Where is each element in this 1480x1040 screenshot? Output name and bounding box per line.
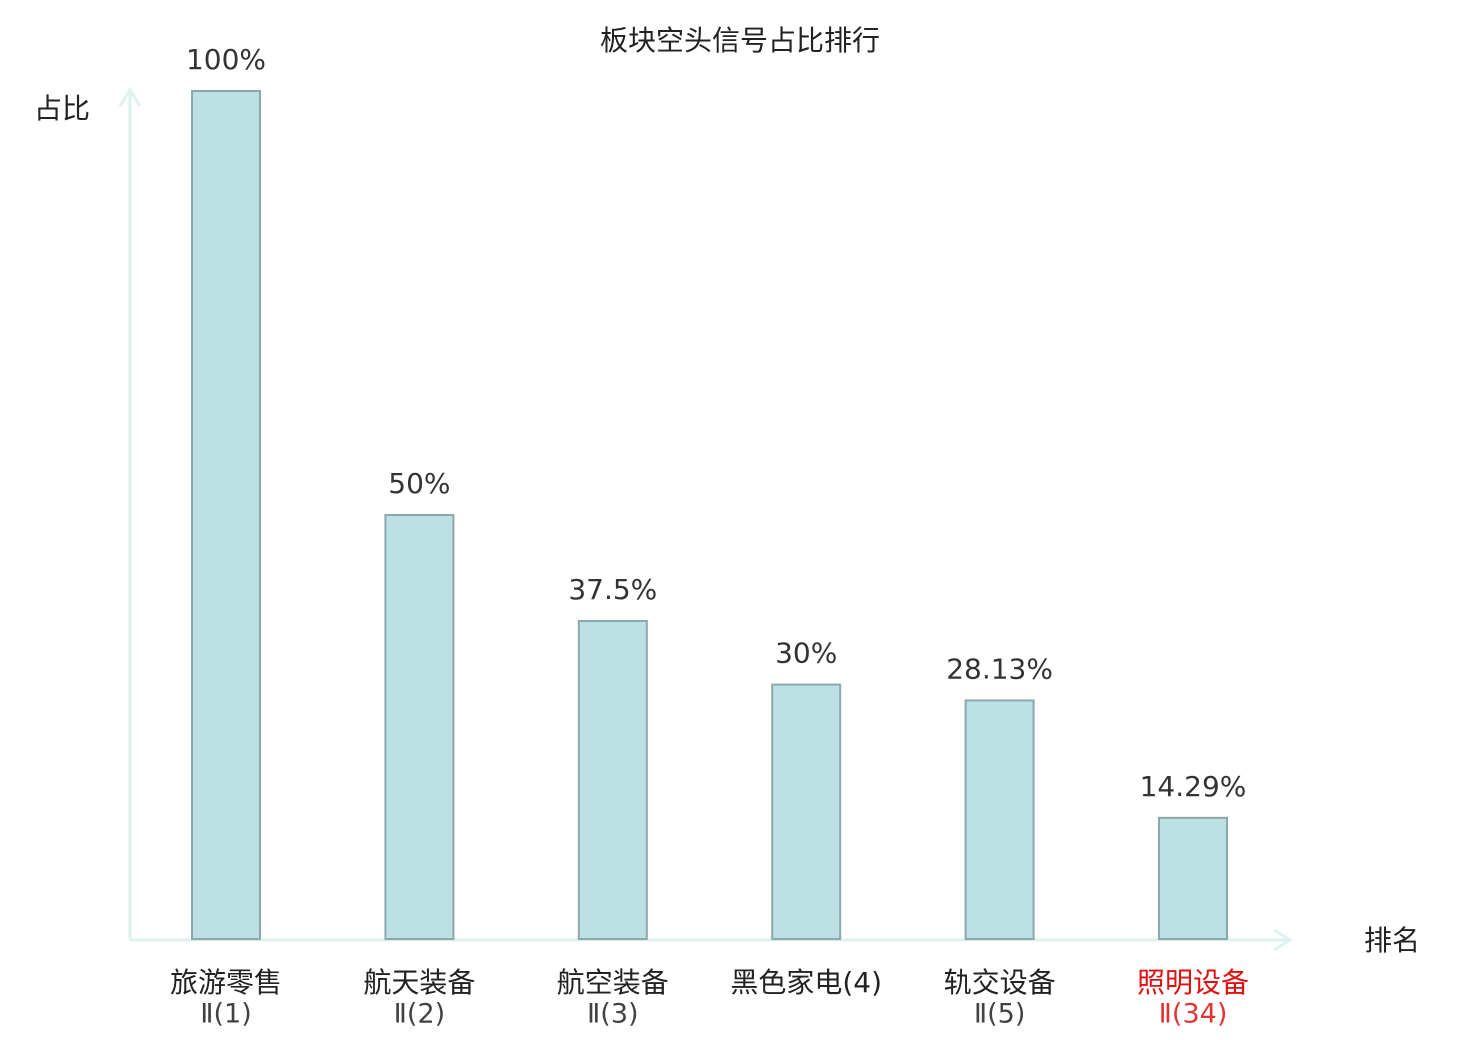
x-tick-label: Ⅱ(5) (974, 999, 1026, 1030)
bar (964, 699, 1035, 940)
y-axis-arrow (118, 87, 142, 107)
bar (771, 683, 842, 940)
x-tick-label: 航天装备 (363, 966, 475, 999)
x-tick-label: 旅游零售 (170, 966, 282, 999)
value-label: 14.29% (1140, 770, 1247, 803)
bar (384, 514, 455, 940)
bar (1158, 816, 1228, 940)
x-axis-arrow (1273, 928, 1293, 952)
chart-title: 板块空头信号占比排行 (600, 24, 880, 57)
x-tick-label: Ⅱ(34) (1159, 999, 1228, 1030)
x-tick-label: Ⅱ(2) (394, 999, 446, 1030)
bar (577, 620, 648, 940)
x-tick-label: Ⅱ(3) (587, 999, 639, 1030)
x-axis-label: 排名 (1364, 924, 1420, 957)
value-label: 28.13% (946, 652, 1053, 685)
value-label: 37.5% (568, 573, 657, 606)
value-label: 30% (775, 637, 837, 670)
x-tick-label: 照明设备 (1137, 966, 1249, 999)
value-label: 50% (388, 467, 450, 500)
x-tick-label: 轨交设备 (944, 966, 1056, 999)
x-tick-label: Ⅱ(1) (200, 999, 252, 1030)
x-tick-label: 黑色家电(4) (730, 966, 882, 999)
bar (191, 90, 261, 940)
value-label: 100% (186, 43, 266, 76)
y-axis-label: 占比 (34, 92, 90, 125)
x-tick-label: 航空装备 (557, 966, 669, 999)
